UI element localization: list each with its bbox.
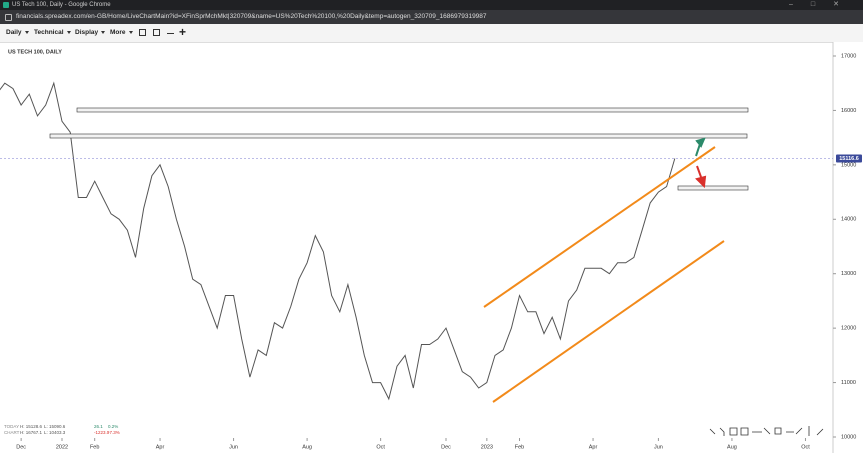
x-tick-label: Jun [654, 444, 663, 450]
info-cell: H: 15128.6 [20, 424, 43, 429]
info-cell: TODAY [4, 424, 19, 429]
window-title: US Tech 100, Daily - Google Chrome [12, 2, 111, 8]
open-icon[interactable] [139, 29, 146, 36]
save-icon[interactable] [153, 29, 160, 36]
last-price-badge [836, 154, 862, 163]
y-tick-label: 12000 [841, 326, 856, 332]
info-cell: 0.2% [108, 424, 118, 429]
x-tick-label: Oct [801, 444, 810, 450]
info-cell: L: 15090.6 [44, 424, 66, 429]
up-arrow [695, 137, 706, 157]
menu-display[interactable]: Display [75, 29, 105, 36]
x-tick-label: Aug [302, 444, 312, 450]
info-cell: CHART [4, 430, 20, 435]
y-tick-label: 15000 [841, 162, 856, 168]
channel-line [483, 146, 716, 308]
x-tick-label: Feb [515, 444, 524, 450]
x-tick-label: 2022 [56, 444, 68, 450]
info-cell: 26.1 [94, 424, 103, 429]
menu-technical[interactable]: Technical [34, 29, 71, 36]
last-price-label: 15116.6 [839, 156, 859, 162]
info-cell: -7.3% [108, 430, 120, 435]
zone [76, 107, 749, 113]
title-bar: US Tech 100, Daily - Google Chrome –□✕ [0, 0, 863, 10]
chart: US TECH 100, DAILY 10000 11000 12000 13000 1… [0, 42, 863, 453]
y-tick-label: 14000 [841, 217, 856, 223]
price-axis-bg [833, 42, 863, 453]
down-arrow [695, 165, 707, 189]
channel-line [492, 240, 725, 403]
x-tick-label: Jun [229, 444, 238, 450]
zoom-out[interactable] [167, 33, 174, 34]
info-cell: -1223.0 [94, 430, 110, 435]
x-tick-label: Aug [727, 444, 737, 450]
x-tick-label: Dec [16, 444, 26, 450]
zone [677, 185, 749, 191]
x-tick-label: Oct [376, 444, 385, 450]
price-line [0, 81, 676, 401]
zoom-in[interactable]: + [179, 25, 187, 39]
x-tick-label: 2023 [481, 444, 493, 450]
url: financials.spreadex.com/en-GB/Home/LiveC… [16, 13, 487, 20]
y-tick-label: 13000 [841, 271, 856, 277]
x-tick-label: Feb [90, 444, 99, 450]
y-tick-label: 16000 [841, 108, 856, 114]
menu-daily[interactable]: Daily [6, 29, 29, 36]
address-bar[interactable]: financials.spreadex.com/en-GB/Home/LiveC… [0, 10, 863, 24]
x-tick-label: Dec [441, 444, 451, 450]
drawing-tools [709, 426, 824, 436]
y-tick-label: 17000 [841, 53, 856, 59]
toolbar: Daily Technical Display More + [0, 24, 863, 43]
chart-title: US TECH 100, DAILY [8, 49, 62, 55]
info-box: TODAY H: 15128.6 L: 15090.6 26.1 0.2% CHART H:… [4, 424, 120, 435]
x-tick-label: Apr [156, 444, 165, 450]
y-tick-label: 11000 [841, 380, 856, 386]
info-cell: L: 10403.3 [44, 430, 66, 435]
zone [49, 133, 748, 139]
y-tick-label: 10000 [841, 434, 856, 440]
info-cell: H: 16767.1 [20, 430, 43, 435]
menu-more[interactable]: More [110, 29, 133, 36]
x-tick-label: Apr [589, 444, 598, 450]
